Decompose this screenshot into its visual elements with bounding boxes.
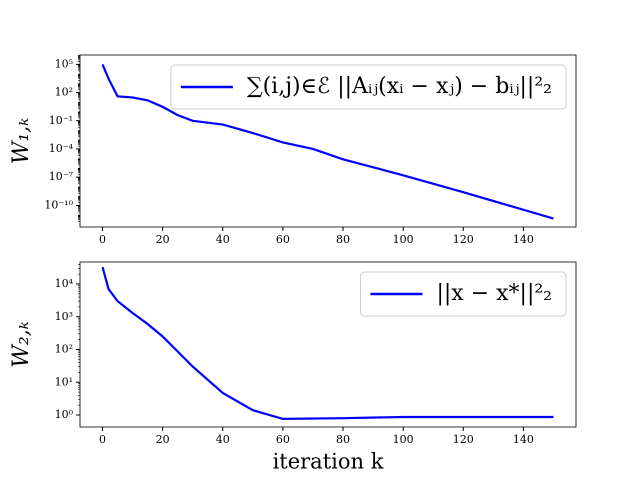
y-tick-label: 10⁻⁷ [49, 170, 74, 183]
x-tick-label: 0 [99, 233, 106, 246]
y-tick-label: 10¹ [55, 375, 73, 388]
x-tick-label: 40 [216, 233, 230, 246]
x-tick-label: 140 [513, 433, 534, 446]
x-tick-label: 60 [276, 233, 290, 246]
x-axis-label: iteration k [273, 450, 384, 474]
x-tick-label: 40 [216, 433, 230, 446]
legend-label: ∑(i,j)∈ℰ ||Aᵢⱼ(xᵢ − xⱼ) − bᵢⱼ||²₂ [247, 74, 552, 99]
legend-box [170, 64, 567, 110]
legend: ||x − x*||²₂ [359, 271, 567, 317]
x-tick-label: 100 [393, 433, 414, 446]
y-tick-label: 10² [55, 86, 73, 99]
y-tick-label: 10⁻⁴ [49, 142, 74, 155]
y-tick-label: 10⁴ [55, 277, 74, 290]
x-tick-label: 20 [156, 433, 170, 446]
legend-label: ||x − x*||²₂ [436, 281, 552, 306]
x-tick-label: 120 [453, 233, 474, 246]
x-tick-label: 80 [336, 233, 350, 246]
x-tick-label: 140 [513, 233, 534, 246]
y-tick-label: 10⁰ [55, 408, 74, 421]
x-tick-label: 120 [453, 433, 474, 446]
x-tick-label: 60 [276, 433, 290, 446]
axes-frame [79, 54, 577, 228]
x-tick-label: 0 [99, 433, 106, 446]
y-tick-label: 10⁻¹⁰ [44, 198, 73, 211]
y-tick-label: 10⁻¹ [49, 114, 73, 127]
legend-box [359, 271, 567, 317]
y-tick-label: 10³ [55, 310, 73, 323]
x-tick-label: 80 [336, 433, 350, 446]
data-line [101, 63, 554, 220]
y-axis-label: W₂,ₖ [9, 321, 34, 367]
x-tick-label: 100 [393, 233, 414, 246]
y-axis-label: W₁,ₖ [9, 118, 34, 164]
data-line [101, 266, 554, 421]
y-tick-label: 10² [55, 343, 73, 356]
legend: ∑(i,j)∈ℰ ||Aᵢⱼ(xᵢ − xⱼ) − bᵢⱼ||²₂ [170, 64, 567, 110]
y-tick-label: 10⁵ [55, 57, 73, 70]
axes-frame [79, 261, 577, 428]
x-tick-label: 20 [156, 233, 170, 246]
